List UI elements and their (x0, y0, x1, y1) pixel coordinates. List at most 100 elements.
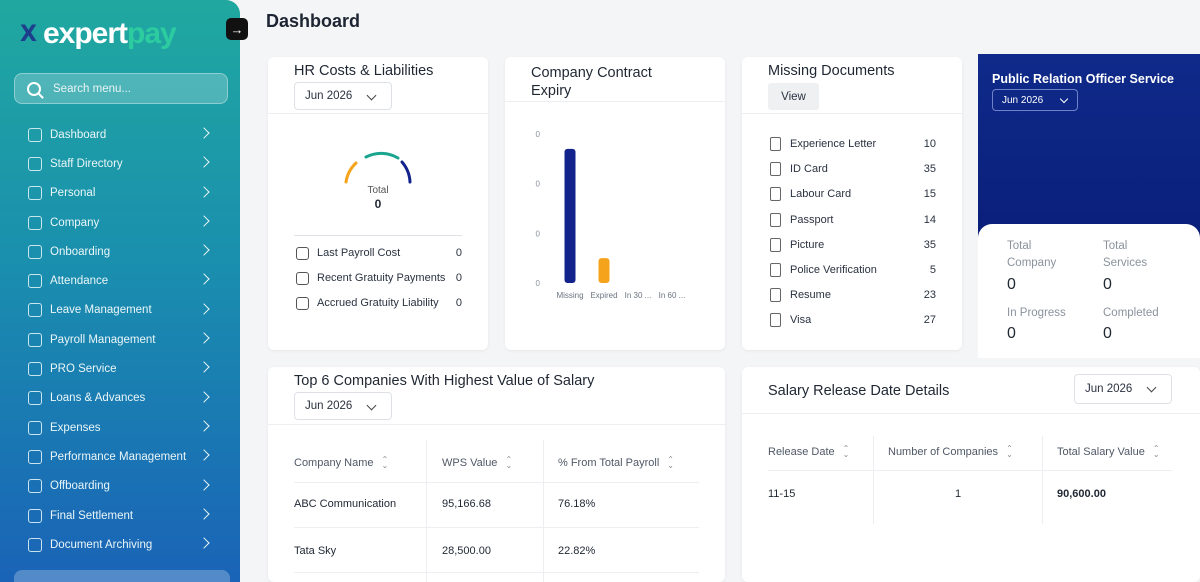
missing-document-row[interactable]: Experience Letter 10 (770, 135, 936, 153)
column-label: Number of Companies (888, 446, 999, 458)
pro-period-select[interactable]: Jun 2026 (992, 89, 1078, 111)
column-header-company-name[interactable]: Company Name ⌃ ⌄ (294, 456, 388, 470)
column-label: % From Total Payroll (558, 457, 660, 469)
table-cell: 90,600.00 (1057, 488, 1106, 500)
sidebar-bottom-widget[interactable] (14, 570, 230, 582)
sort-icon: ⌃ ⌄ (842, 444, 850, 459)
bar-expired[interactable] (598, 258, 610, 283)
expertpay-logo[interactable]: X expert pay (20, 14, 177, 54)
total-gauge (344, 151, 412, 184)
contract-expiry-chart: 0 0 0 0 Missing Expired In 30 ... In 60 ... (536, 130, 686, 300)
period-value: Jun 2026 (305, 400, 353, 412)
hr-cost-icon (296, 271, 309, 285)
missing-document-row[interactable]: Labour Card 15 (770, 185, 936, 203)
x-tick-label: In 60 ... (659, 291, 686, 300)
menu-icon (28, 332, 42, 347)
missing-document-row[interactable]: Visa 27 (770, 311, 936, 329)
search-box[interactable] (14, 73, 228, 104)
hr-cost-row: Recent Gratuity Payments 0 (296, 269, 462, 287)
sidebar-item-company[interactable]: Company (0, 208, 240, 237)
table-cell: 22.82% (558, 545, 596, 557)
missing-document-row[interactable]: Resume 23 (770, 286, 936, 304)
column-header-total-salary-value[interactable]: Total Salary Value ⌃ ⌄ (1057, 444, 1160, 459)
sidebar-item-staff-directory[interactable]: Staff Directory (0, 149, 240, 178)
search-icon (27, 81, 41, 96)
menu-icon (28, 391, 42, 406)
sidebar-item-onboarding[interactable]: Onboarding (0, 237, 240, 266)
column-header-percent-payroll[interactable]: % From Total Payroll ⌃ ⌄ (558, 456, 674, 470)
chevron-right-icon (198, 156, 210, 168)
sort-icon: ⌃ ⌄ (1152, 444, 1160, 459)
sidebar-item-offboarding[interactable]: Offboarding (0, 472, 240, 501)
chevron-right-icon (198, 537, 210, 549)
document-label: Police Verification (790, 264, 877, 276)
chevron-right-icon (198, 273, 210, 286)
x-tick-label: Missing (556, 291, 583, 300)
chevron-right-icon (198, 420, 210, 432)
document-icon (770, 212, 781, 227)
stat-completed-label: Completed (1103, 307, 1159, 319)
contract-expiry-title: Company Contract Expiry (531, 65, 652, 99)
menu-icon (28, 362, 42, 377)
salary-release-period-select[interactable]: Jun 2026 (1074, 374, 1172, 404)
sidebar: X expert pay Dashboard Staff Directory Per… (0, 0, 240, 582)
y-tick-label: 0 (536, 279, 541, 288)
menu-icon (28, 508, 42, 523)
sidebar-item-label: Dashboard (50, 128, 107, 141)
divider (294, 482, 699, 483)
period-value: Jun 2026 (1002, 94, 1044, 106)
chevron-right-icon (198, 391, 210, 403)
column-divider (543, 440, 544, 582)
chevron-down-icon (1146, 382, 1157, 393)
column-header-release-date[interactable]: Release Date ⌃ ⌄ (768, 444, 850, 459)
document-count: 10 (923, 138, 936, 150)
x-tick-label: Expired (590, 291, 617, 300)
divider (294, 572, 699, 573)
chevron-right-icon (198, 244, 210, 256)
top-companies-period-select[interactable]: Jun 2026 (294, 392, 392, 420)
missing-document-row[interactable]: Police Verification 5 (770, 261, 936, 279)
missing-document-row[interactable]: Picture 35 (770, 236, 936, 254)
hr-cost-row: Last Payroll Cost 0 (296, 244, 462, 262)
column-label: Total Salary Value (1057, 446, 1145, 458)
table-cell: Tata Sky (294, 545, 337, 557)
missing-document-row[interactable]: Passport 14 (770, 211, 936, 229)
sidebar-item-leave-management[interactable]: Leave Management (0, 296, 240, 325)
view-button[interactable]: View (768, 83, 819, 110)
pro-service-stats (978, 224, 1200, 358)
hr-cost-value: 0 (455, 297, 462, 309)
collapse-sidebar-button[interactable]: → (226, 18, 248, 40)
sidebar-item-document-archiving[interactable]: Document Archiving (0, 530, 240, 559)
search-input[interactable] (53, 82, 213, 95)
sidebar-item-loans-advances[interactable]: Loans & Advances (0, 384, 240, 413)
sidebar-item-performance-management[interactable]: Performance Management (0, 442, 240, 471)
table-cell: 1 (954, 488, 962, 500)
hr-cost-value: 0 (455, 247, 462, 259)
document-label: Passport (790, 213, 834, 226)
document-count: 27 (923, 314, 936, 327)
chevron-right-icon (198, 127, 210, 139)
missing-document-row[interactable]: ID Card 35 (770, 160, 936, 178)
sidebar-item-personal[interactable]: Personal (0, 179, 240, 208)
document-count: 35 (923, 163, 936, 176)
sidebar-item-dashboard[interactable]: Dashboard (0, 120, 240, 149)
sidebar-item-attendance[interactable]: Attendance (0, 266, 240, 295)
sidebar-item-final-settlement[interactable]: Final Settlement (0, 501, 240, 530)
document-label: Resume (790, 289, 831, 302)
hr-costs-title: HR Costs & Liabilities (294, 63, 434, 79)
stat-in-progress-value: 0 (1007, 325, 1016, 342)
chevron-right-icon (198, 361, 210, 374)
sidebar-item-label: Offboarding (50, 480, 110, 493)
sidebar-item-label: Onboarding (50, 245, 111, 258)
sidebar-item-payroll-management[interactable]: Payroll Management (0, 325, 240, 354)
document-count: 14 (923, 213, 936, 226)
sidebar-item-pro-service[interactable]: PRO Service (0, 354, 240, 383)
divider (294, 235, 462, 236)
column-header-wps-value[interactable]: WPS Value ⌃ ⌄ (442, 456, 512, 470)
bar-missing[interactable] (564, 148, 576, 283)
hr-costs-period-select[interactable]: Jun 2026 (294, 82, 392, 110)
document-count: 35 (923, 238, 936, 251)
column-header-number-of-companies[interactable]: Number of Companies ⌃ ⌄ (888, 445, 1013, 459)
sidebar-item-expenses[interactable]: Expenses (0, 413, 240, 442)
missing-documents-title: Missing Documents (768, 63, 895, 79)
